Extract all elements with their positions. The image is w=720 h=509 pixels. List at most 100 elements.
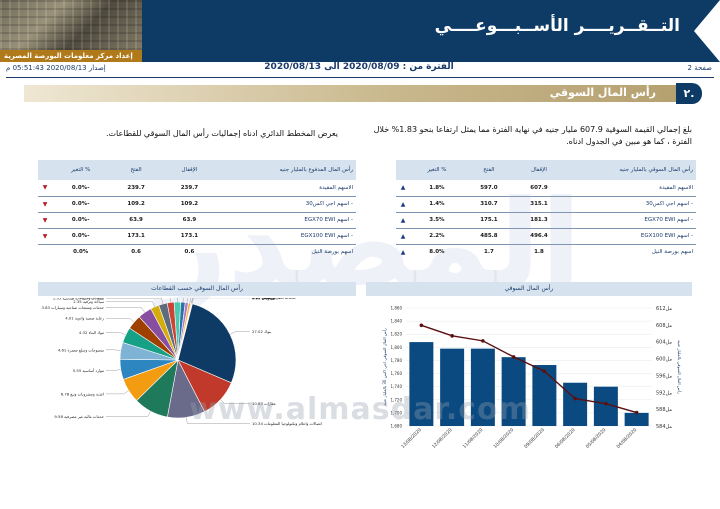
y-left-axis-label: رأس المال السوقي اجي اكس 30 بالمليار جني… — [382, 328, 387, 406]
bar — [440, 348, 465, 426]
row-close: 239.7 — [162, 180, 217, 197]
row-close: 496.4 — [513, 228, 564, 245]
y-left-tick-label: 1,840 — [391, 319, 403, 324]
row-change: 1.4% — [410, 196, 464, 213]
header-subtitle-strip — [0, 50, 142, 62]
line-point — [481, 339, 485, 343]
table-row: - اسهم EGX70 EWI 181.3 175.1 3.5% ▲ — [396, 212, 696, 229]
pie-slice-label: تجارة وموزعون 1.88 — [70, 298, 104, 299]
row-name: - اسهم EGX100 EWI — [564, 228, 696, 245]
pie-slice-label: 1.26 طاقة وخدمات مساندة — [252, 298, 297, 299]
row-change: 1.8% — [410, 180, 464, 197]
pie-slice-label: 0.23 غير محدد — [252, 298, 276, 300]
y-right-tick-label: مل608 — [656, 323, 672, 329]
table-row: - اسهم EGX70 EWI 63.9 63.9 -0.0% ▼ — [38, 212, 356, 229]
pie-leader-line — [106, 390, 129, 395]
pie-leader-line — [106, 369, 121, 371]
issued-timestamp: إصدار 2020/08/13 05:51:43 م — [6, 64, 106, 72]
market-cap-table: رأس المال السوقي بالمليار جنيه الإقفال ا… — [396, 160, 696, 260]
pie-slice-label: 0.87 مرافق — [252, 298, 272, 299]
page-number: صفحة 2 — [687, 64, 712, 72]
pie-leader-line — [229, 331, 250, 335]
pie-leader-line — [106, 307, 145, 313]
row-change: -0.0% — [52, 228, 110, 245]
row-open: 63.9 — [109, 212, 163, 229]
watermark-url: www.almasdar.com — [189, 392, 531, 427]
pie-slice — [177, 303, 193, 361]
table-header: % التغير — [410, 160, 464, 180]
row-name: اسهم بورصة النيل — [311, 249, 353, 256]
pie-leader-line — [186, 298, 188, 303]
row-change: 2.2% — [410, 228, 464, 245]
bar — [409, 342, 434, 426]
paid-capital-table-body: الاسهم المقيدة 239.7 239.7 -0.0% ▼ - اسهم اج… — [38, 180, 356, 260]
x-tick-label: 10/08/2020 — [492, 427, 515, 450]
table-header: % التغير — [52, 160, 110, 180]
header-divider — [6, 77, 714, 78]
line-point — [511, 355, 516, 359]
up-arrow-icon: ▲ — [400, 232, 406, 240]
pie-leader-line — [220, 399, 250, 404]
x-tick-label: 09/08/2020 — [523, 427, 546, 450]
pie-leader-line — [189, 298, 191, 304]
pie-leader-line — [106, 349, 121, 351]
pie-leader-line — [106, 318, 135, 323]
header-arrow-shape — [694, 0, 720, 62]
row-name: - اسهم EGX70 EWI — [216, 212, 356, 229]
bar — [593, 386, 618, 426]
row-open: 109.2 — [109, 196, 163, 213]
report-title: التــقــريــــر الأســبـــوعــــي — [434, 16, 680, 36]
pie-slice-label: خدمات مالية غير مصرفية 9.58 — [54, 414, 104, 419]
row-name: - اسهم اجي اكس30 — [564, 196, 696, 213]
y-right-tick-label: مل584 — [656, 424, 672, 430]
y-left-tick-label: 1,860 — [391, 306, 403, 311]
row-name: الاسهم المقيدة — [564, 180, 696, 197]
row-close: 0.6 — [184, 249, 195, 256]
table-row: اسهم بورصة النيل 0.6 0.6 0.0% — [38, 244, 356, 260]
row-name: - اسهم EGX70 EWI — [564, 212, 696, 229]
pie-slice-label: 27.02 بنوك — [252, 329, 271, 334]
y-left-tick-label: 1,800 — [391, 345, 403, 350]
row-name: الاسهم المقيدة — [216, 180, 356, 197]
pie-slice-label: خدمات ومنتجات صناعية وسيارات 3.83 — [42, 305, 105, 310]
bar — [532, 365, 557, 426]
pie-slice-label: 10.83 عقارات — [252, 401, 276, 406]
report-period: الفترة من : 2020/08/09 الى 2020/08/13 — [264, 62, 454, 72]
y-right-tick-label: مل592 — [656, 390, 672, 396]
row-name: - اسهم اجي اكس30 — [216, 196, 356, 213]
table-row: الاسهم المقيدة 239.7 239.7 -0.0% ▼ — [38, 180, 356, 197]
line-point — [450, 334, 454, 338]
pie-leader-line — [177, 298, 178, 303]
y-left-tick-label: 1,680 — [391, 424, 403, 429]
row-name: - اسهم EGX100 EWI — [216, 228, 356, 245]
section-number: ٢. — [676, 83, 702, 104]
pie-chart-title: رأس المال السوقي حسب القطاعات — [38, 282, 356, 296]
header-subtitle: إعداد مركز معلومات البورصة المصرية — [4, 52, 133, 60]
down-arrow-icon: ▼ — [42, 232, 48, 240]
bar — [501, 357, 526, 426]
y-right-axis-label: رأس المال السوقي بالمليار جنيه — [677, 340, 682, 394]
pie-slice-label: منسوجات وسلع معمرة 4.61 — [58, 347, 104, 352]
y-left-tick-label: 1,760 — [391, 371, 403, 376]
up-arrow-icon: ▲ — [400, 184, 406, 192]
line-point — [604, 401, 608, 406]
pie-leader-line — [191, 298, 193, 304]
table-row: - اسهم اجي اكس30 315.1 310.7 1.4% ▲ — [396, 196, 696, 213]
pie-slice-label: موارد أساسية 5.55 — [73, 368, 104, 373]
y-left-tick-label: 1,780 — [391, 358, 403, 363]
table-header: الفتح — [109, 160, 163, 180]
pie-leader-line — [106, 411, 151, 417]
row-change: 3.5% — [410, 212, 464, 229]
table-row: الاسهم المقيدة 607.9 597.0 1.8% ▲ — [396, 180, 696, 197]
y-left-tick-label: 1,720 — [391, 397, 403, 402]
bar — [624, 412, 649, 426]
section-title: رأس المال السوقي — [549, 86, 656, 99]
y-left-tick-label: 1,700 — [391, 410, 403, 415]
row-open: 485.8 — [463, 228, 514, 245]
line-point — [419, 323, 424, 328]
x-tick-label: 06/08/2020 — [554, 427, 577, 450]
info-bar: إصدار 2020/08/13 05:51:43 م الفترة من : … — [6, 62, 712, 76]
table-header: الإقفال — [162, 160, 217, 180]
market-cap-bar-chart: 1,680 1,700 1,720 1,740 1,760 1,780 1,800 1,820… — [382, 306, 682, 450]
down-arrow-icon: ▼ — [42, 216, 48, 224]
